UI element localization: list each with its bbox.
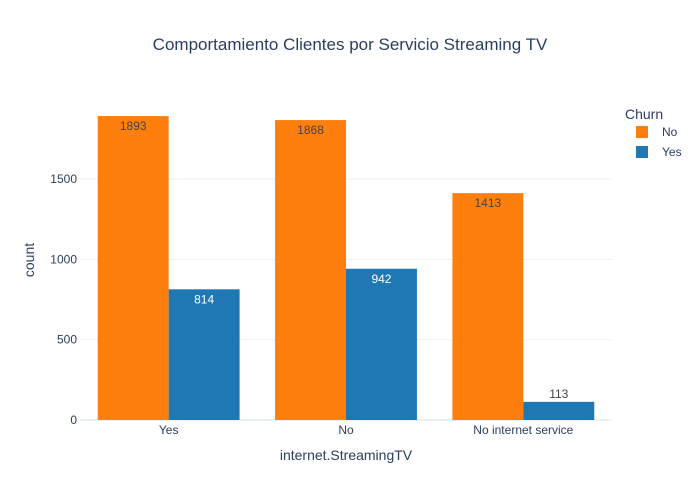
legend-item-label: Yes — [662, 145, 682, 159]
bar-value-label: 1413 — [475, 196, 502, 210]
y-axis-title: count — [21, 243, 37, 277]
y-tick-label: 1500 — [50, 172, 77, 186]
bar-value-label: 814 — [194, 292, 214, 306]
chart-title: Comportamiento Clientes por Servicio Str… — [153, 35, 548, 54]
legend-swatch — [636, 146, 648, 158]
legend: Churn No Yes — [625, 106, 682, 159]
x-tick-label: Yes — [159, 423, 179, 437]
bars — [97, 116, 595, 420]
legend-swatch — [636, 126, 648, 138]
bar-value-label: 1868 — [297, 123, 324, 137]
bar — [346, 268, 417, 420]
y-tick-label: 0 — [70, 413, 77, 427]
bar-value-label: 1893 — [120, 119, 147, 133]
x-axis-ticks: Yes No No internet service — [159, 423, 574, 437]
bar — [97, 116, 169, 420]
y-tick-label: 500 — [57, 333, 77, 347]
y-tick-label: 1000 — [50, 252, 77, 266]
x-tick-label: No internet service — [473, 423, 573, 437]
y-axis-ticks: 0 500 1000 1500 — [50, 172, 77, 427]
bar-value-label: 113 — [549, 387, 568, 401]
bar-labels: 1893 814 1868 942 1413 113 — [120, 119, 569, 401]
bar-value-label: 942 — [371, 272, 391, 286]
bar — [168, 289, 240, 420]
bar — [452, 193, 524, 420]
x-axis-title: internet.StreamingTV — [280, 447, 413, 463]
x-tick-label: No — [338, 423, 354, 437]
bar — [275, 120, 346, 420]
legend-title: Churn — [625, 106, 663, 122]
bar — [523, 401, 595, 420]
legend-item-label: No — [662, 125, 678, 139]
